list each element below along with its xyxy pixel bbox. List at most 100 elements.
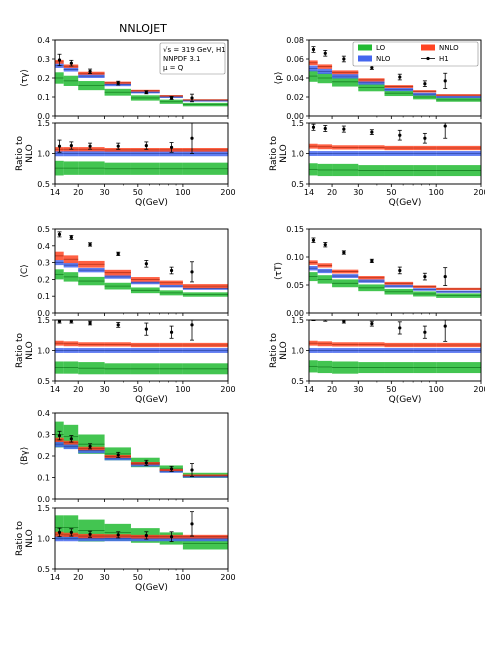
data-point — [169, 535, 174, 539]
data-point — [370, 322, 374, 326]
data-point — [88, 321, 92, 325]
main-axes-ytick-label: 0.04 — [286, 74, 304, 83]
data-point — [443, 324, 447, 328]
figure-title: NNLOJET — [119, 22, 167, 35]
data-point — [190, 323, 194, 327]
data-point — [190, 468, 194, 472]
ratio-axes-ytick-label: 1.0 — [291, 150, 304, 159]
data-point — [423, 275, 427, 279]
main-axes-border — [308, 39, 482, 117]
data-point — [116, 81, 120, 85]
data-point — [57, 144, 62, 148]
legend-label-h1: H1 — [439, 55, 449, 63]
data-point — [190, 270, 194, 274]
legend-swatch-nnlo — [421, 44, 435, 51]
chart-panel-3: 0.0 0.1 0.2 0.3 0.4 0.5 ⟨C⟩ 0.5 1.0 1.5 14 20 30 50 10… — [15, 225, 236, 405]
main-axes-ytick-label: 0.06 — [286, 55, 304, 64]
data-point — [169, 467, 174, 471]
data-point — [69, 437, 73, 441]
ratio-axes-ytick-label: 0.5 — [37, 377, 50, 386]
ratio-axes-xtick-label: 200 — [473, 385, 485, 394]
xlabel: Q(GeV) — [389, 395, 422, 405]
ratio-axes-xtick-label: 20 — [73, 385, 83, 394]
main-axes-border — [308, 228, 482, 314]
main-axes-ytick-label: 0.0 — [37, 112, 50, 121]
data-point — [443, 275, 447, 279]
ratio-ylabel-line1: Ratio to — [269, 136, 279, 171]
main-axes-border — [54, 412, 229, 500]
main-ylabel: ⟨Bγ⟩ — [20, 447, 30, 466]
data-point — [323, 51, 327, 55]
data-point — [69, 530, 73, 535]
data-point — [169, 268, 174, 273]
data-point — [423, 330, 427, 334]
data-point — [311, 47, 316, 52]
ratio-axes-xtick-label: 100 — [175, 385, 190, 394]
data-point — [323, 126, 327, 131]
info-box-line: √s = 319 GeV, H1 — [163, 46, 226, 54]
ratio-ylabel-line2: NLO — [25, 341, 35, 360]
data-point — [116, 323, 120, 327]
legend-label-nlo: NLO — [376, 55, 391, 63]
ratio-axes-ytick-label: 1.5 — [37, 504, 50, 513]
ratio-axes-xtick-label: 50 — [386, 188, 396, 197]
main-ylabel: ⟨ρ⟩ — [274, 72, 284, 85]
data-point — [144, 262, 148, 266]
data-point — [398, 268, 402, 273]
ratio-ylabel-line1: Ratio to — [269, 333, 279, 368]
data-point — [423, 82, 427, 86]
xlabel: Q(GeV) — [135, 198, 168, 208]
data-point — [88, 242, 92, 247]
data-point — [342, 319, 346, 323]
data-point — [169, 330, 174, 334]
ratio-axes-xtick-label: 20 — [327, 385, 337, 394]
data-point — [169, 145, 174, 149]
ratio-ylabel-line2: NLO — [25, 529, 35, 548]
legend-swatch-nlo — [358, 55, 372, 62]
ratio-axes-xtick-label: 30 — [99, 385, 109, 394]
ratio-axes-xtick-label: 200 — [220, 188, 235, 197]
main-axes-border — [54, 39, 229, 117]
ratio-axes-xtick-label: 20 — [73, 188, 83, 197]
main-axes-ytick-label: 0.3 — [37, 55, 50, 64]
data-point — [398, 133, 402, 137]
data-point — [69, 235, 73, 239]
ratio-axes-xtick-label: 14 — [50, 385, 60, 394]
data-point — [370, 259, 374, 263]
main-axes-ytick-label: 0.1 — [37, 93, 50, 102]
ratio-axes-xtick-label: 14 — [50, 573, 60, 582]
main-axes-ytick-label: 0.00 — [286, 112, 304, 121]
data-point — [144, 533, 148, 538]
data-point — [423, 136, 427, 140]
data-point — [311, 238, 316, 242]
ratio-ylabel-line2: NLO — [279, 144, 289, 163]
ratio-axes-xtick-label: 14 — [304, 385, 314, 394]
ratio-axes-xtick-label: 50 — [133, 188, 143, 197]
ratio-axes-ytick-label: 1.0 — [291, 347, 304, 356]
data-point — [398, 326, 402, 330]
ratio-axes-ytick-label: 1.0 — [37, 535, 50, 544]
ratio-axes-ytick-label: 1.5 — [291, 119, 304, 128]
chart-panel-4: 0.00 0.05 0.10 0.15 ⟨τT⟩ 0.5 1.0 1.5 14 20 30 50 100… — [269, 225, 485, 405]
ratio-axes-ytick-label: 1.0 — [37, 347, 50, 356]
legend-label-lo: LO — [376, 44, 386, 52]
ratio-axes-border — [54, 507, 229, 570]
ratio-axes-border — [308, 319, 482, 382]
data-point — [69, 143, 73, 148]
data-point — [57, 58, 62, 62]
main-axes-ytick-label: 0.4 — [37, 36, 50, 45]
ratio-axes-border — [308, 122, 482, 185]
chart-panel-2: 0.00 0.02 0.04 0.06 0.08 ⟨ρ⟩ 0.5 1.0 1.5 14 20 30 50… — [269, 36, 485, 208]
main-axes-ytick-label: 0.05 — [286, 281, 304, 290]
ratio-axes-xtick-label: 50 — [133, 573, 143, 582]
ratio-axes-xtick-label: 14 — [304, 188, 314, 197]
info-box-line: μ = Q — [163, 64, 184, 72]
main-axes-ytick-label: 0.4 — [37, 409, 50, 418]
main-axes-frame — [54, 412, 229, 500]
main-axes-ytick-label: 0.0 — [37, 495, 50, 504]
data-point — [342, 250, 346, 255]
main-axes-ytick-label: 0.10 — [286, 253, 304, 262]
ratio-axes-xtick-label: 30 — [99, 188, 109, 197]
ratio-axes-xtick-label: 30 — [353, 385, 363, 394]
